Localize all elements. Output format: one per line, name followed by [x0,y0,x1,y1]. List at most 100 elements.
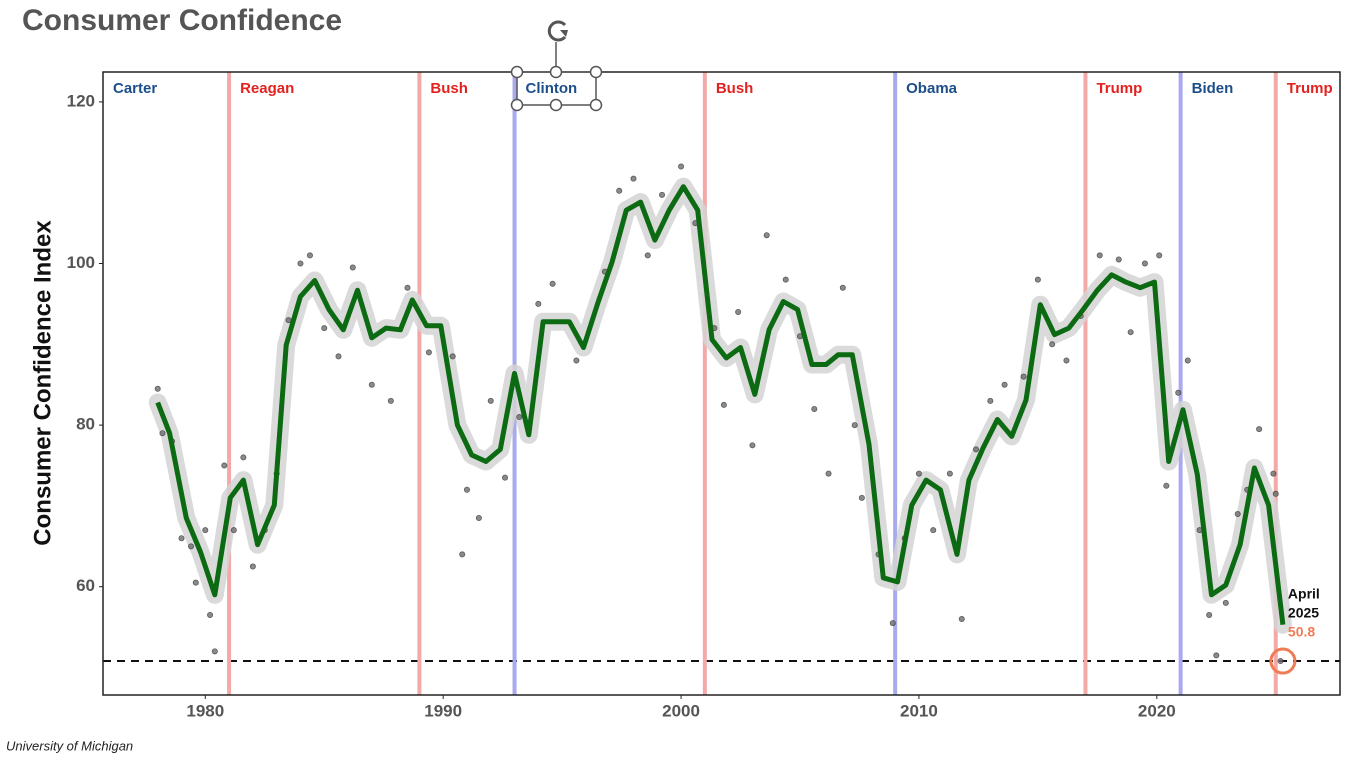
y-axis-label: Consumer Confidence Index [29,220,56,546]
data-point [573,357,580,364]
data-point [1175,389,1182,396]
data-point [1127,329,1134,336]
data-point [958,616,965,623]
handle [549,65,563,79]
y-tick-label: 120 [67,91,95,110]
handle [589,98,603,112]
data-point [502,474,509,481]
president-label: Bush [716,80,754,97]
data-point [321,325,328,332]
data-point [335,353,342,360]
data-point [678,163,685,170]
data-point [735,308,742,315]
data-point [285,317,292,324]
data-point [463,486,470,493]
data-point [178,535,185,542]
data-point [240,454,247,461]
data-point [297,260,304,267]
y-tick-label: 80 [76,415,95,434]
data-point [211,648,218,655]
data-point [1184,357,1191,364]
data-point [1272,490,1279,497]
data-point [851,422,858,429]
data-point [1049,341,1056,348]
data-point [811,405,818,412]
y-tick-label: 100 [67,253,95,272]
data-point [720,401,727,408]
y-tick-label: 60 [76,576,95,595]
annotation-label: 2025 [1288,605,1319,621]
data-point [449,353,456,360]
data-point [749,442,756,449]
data-point [221,462,228,469]
data-point [1096,252,1103,259]
data-point [154,385,161,392]
president-label: Trump [1096,80,1142,97]
x-tick-label: 2010 [900,701,938,720]
data-point [987,397,994,404]
data-point [535,300,542,307]
data-point [1163,482,1170,489]
data-point [1222,599,1229,606]
chart-title: Consumer Confidence [22,4,342,37]
president-label: Biden [1192,80,1234,97]
data-point [202,527,209,534]
data-point [946,470,953,477]
data-point [516,414,523,421]
data-point [349,264,356,271]
data-point [230,527,237,534]
data-point [1020,373,1027,380]
data-point [192,579,199,586]
president-label: Trump [1287,80,1333,97]
data-point [159,430,166,437]
annotation-value: 50.8 [1288,624,1315,640]
president-label: Carter [113,80,157,97]
rotate-arrow [560,30,568,37]
data-point [1156,252,1163,259]
data-point [1034,276,1041,283]
data-point [306,252,313,259]
rotate-icon [547,20,567,42]
data-point [839,284,846,291]
data-point [973,446,980,453]
data-point [1206,612,1213,619]
selection-handles [510,20,603,112]
data-point [1277,658,1284,665]
data-point [549,280,556,287]
data-point [249,563,256,570]
president-label: Obama [906,80,958,97]
handle [549,98,563,112]
handle [510,98,524,112]
data-point [1270,470,1277,477]
data-point [1234,510,1241,517]
data-point [404,284,411,291]
handle [589,65,603,79]
data-point [659,191,666,198]
x-tick-label: 1980 [186,701,224,720]
data-point [487,397,494,404]
data-point [1256,426,1263,433]
data-point [930,527,937,534]
plot-frame [102,71,1341,696]
data-point [1115,256,1122,263]
x-tick-label: 2020 [1138,701,1176,720]
data-point [858,494,865,501]
president-label: Clinton [526,80,578,97]
annotation-circle [1269,647,1297,675]
data-point [1141,260,1148,267]
confidence-band [148,177,1292,634]
x-tick-label: 2000 [662,701,700,720]
data-point [782,276,789,283]
data-point [368,381,375,388]
handle [510,65,524,79]
plot-area: 60 80 100 120 1980 1990 2000 2010 2020 Carter Reag… [67,72,1340,720]
data-point [644,252,651,259]
president-label: Reagan [240,80,294,97]
source: University of Michigan [6,738,133,753]
x-tick-label: 1990 [424,701,462,720]
data-point [616,187,623,194]
data-point [1001,381,1008,388]
data-point [387,397,394,404]
